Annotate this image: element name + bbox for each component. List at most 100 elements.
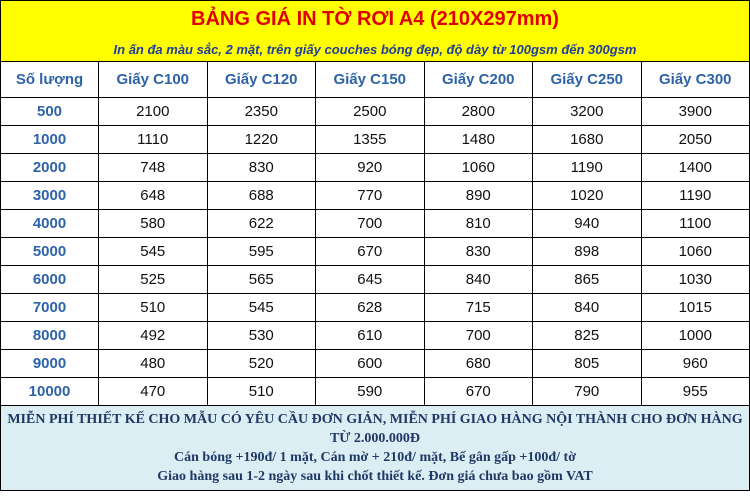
price: 1190 xyxy=(532,153,642,182)
quantity: 6000 xyxy=(0,265,99,294)
price: 810 xyxy=(423,209,533,238)
footer-line: Giao hàng sau 1-2 ngày sau khi chốt thiế… xyxy=(157,469,593,484)
price: 470 xyxy=(98,377,208,406)
price: 960 xyxy=(640,349,750,378)
price: 648 xyxy=(98,181,208,210)
price: 865 xyxy=(532,265,642,294)
column-header: Giấy C250 xyxy=(532,61,642,98)
footer-row: MIỄN PHÍ THIẾT KẾ CHO MẪU CÓ YÊU CẦU ĐƠN… xyxy=(0,405,750,491)
price: 1060 xyxy=(640,237,750,266)
price: 525 xyxy=(98,265,208,294)
price: 700 xyxy=(423,321,533,350)
column-header: Số lượng xyxy=(0,61,99,98)
price: 898 xyxy=(532,237,642,266)
price: 770 xyxy=(315,181,425,210)
price: 520 xyxy=(206,349,316,378)
subtitle-row: In ấn đa màu sắc, 2 mặt, trên giấy couch… xyxy=(0,37,750,62)
price: 940 xyxy=(532,209,642,238)
price: 830 xyxy=(206,153,316,182)
price: 825 xyxy=(532,321,642,350)
price: 670 xyxy=(315,237,425,266)
price: 1190 xyxy=(640,181,750,210)
price: 545 xyxy=(98,237,208,266)
price: 805 xyxy=(532,349,642,378)
price: 510 xyxy=(98,293,208,322)
price: 3900 xyxy=(640,97,750,126)
price: 1015 xyxy=(640,293,750,322)
column-header: Giấy C120 xyxy=(206,61,316,98)
price: 1020 xyxy=(532,181,642,210)
footer-line: Cán bóng +190đ/ 1 mặt, Cán mờ + 210đ/ mặ… xyxy=(174,450,576,465)
column-header: Giấy C100 xyxy=(98,61,208,98)
price-row: 4000 580 622 700 810 940 1100 xyxy=(0,209,750,238)
price-row: 5000 545 595 670 830 898 1060 xyxy=(0,237,750,266)
price: 530 xyxy=(206,321,316,350)
price: 1060 xyxy=(423,153,533,182)
quantity: 8000 xyxy=(0,321,99,350)
price: 920 xyxy=(315,153,425,182)
price: 1355 xyxy=(315,125,425,154)
price: 2500 xyxy=(315,97,425,126)
price: 840 xyxy=(532,293,642,322)
quantity: 10000 xyxy=(0,377,99,406)
price: 2100 xyxy=(98,97,208,126)
price: 840 xyxy=(423,265,533,294)
price: 1680 xyxy=(532,125,642,154)
title: BẢNG GIÁ IN TỜ RƠI A4 (210X297mm) xyxy=(0,0,750,37)
price: 1110 xyxy=(98,125,208,154)
price: 1480 xyxy=(423,125,533,154)
column-header: Giấy C300 xyxy=(640,61,750,98)
quantity: 2000 xyxy=(0,153,99,182)
price-row: 9000 480 520 600 680 805 960 xyxy=(0,349,750,378)
price: 790 xyxy=(532,377,642,406)
price-row: 2000 748 830 920 1060 1190 1400 xyxy=(0,153,750,182)
price: 748 xyxy=(98,153,208,182)
price: 2800 xyxy=(423,97,533,126)
price: 645 xyxy=(315,265,425,294)
price: 595 xyxy=(206,237,316,266)
header-row: Số lượng Giấy C100 Giấy C120 Giấy C150 Giấy … xyxy=(0,61,750,98)
price: 600 xyxy=(315,349,425,378)
price: 580 xyxy=(98,209,208,238)
price: 2050 xyxy=(640,125,750,154)
price: 670 xyxy=(423,377,533,406)
column-header: Giấy C150 xyxy=(315,61,425,98)
price-row: 6000 525 565 645 840 865 1030 xyxy=(0,265,750,294)
price: 715 xyxy=(423,293,533,322)
price: 680 xyxy=(423,349,533,378)
quantity: 3000 xyxy=(0,181,99,210)
price-row: 7000 510 545 628 715 840 1015 xyxy=(0,293,750,322)
price: 510 xyxy=(206,377,316,406)
price: 622 xyxy=(206,209,316,238)
price: 1220 xyxy=(206,125,316,154)
subtitle: In ấn đa màu sắc, 2 mặt, trên giấy couch… xyxy=(0,37,750,62)
price: 610 xyxy=(315,321,425,350)
column-header: Giấy C200 xyxy=(423,61,533,98)
footer-line: MIỄN PHÍ THIẾT KẾ CHO MẪU CÓ YÊU CẦU ĐƠN… xyxy=(7,412,743,446)
price: 955 xyxy=(640,377,750,406)
price-row: 500 2100 2350 2500 2800 3200 3900 xyxy=(0,97,750,126)
price: 1100 xyxy=(640,209,750,238)
price: 480 xyxy=(98,349,208,378)
price: 2350 xyxy=(206,97,316,126)
price: 830 xyxy=(423,237,533,266)
quantity: 7000 xyxy=(0,293,99,322)
price: 628 xyxy=(315,293,425,322)
price: 492 xyxy=(98,321,208,350)
price: 688 xyxy=(206,181,316,210)
price: 1030 xyxy=(640,265,750,294)
price: 545 xyxy=(206,293,316,322)
price: 1000 xyxy=(640,321,750,350)
price: 590 xyxy=(315,377,425,406)
price-row: 10000 470 510 590 670 790 955 xyxy=(0,377,750,406)
price-row: 1000 1110 1220 1355 1480 1680 2050 xyxy=(0,125,750,154)
price-row: 8000 492 530 610 700 825 1000 xyxy=(0,321,750,350)
quantity: 500 xyxy=(0,97,99,126)
price: 700 xyxy=(315,209,425,238)
price-row: 3000 648 688 770 890 1020 1190 xyxy=(0,181,750,210)
price: 3200 xyxy=(532,97,642,126)
title-row: BẢNG GIÁ IN TỜ RƠI A4 (210X297mm) xyxy=(0,0,750,37)
quantity: 1000 xyxy=(0,125,99,154)
